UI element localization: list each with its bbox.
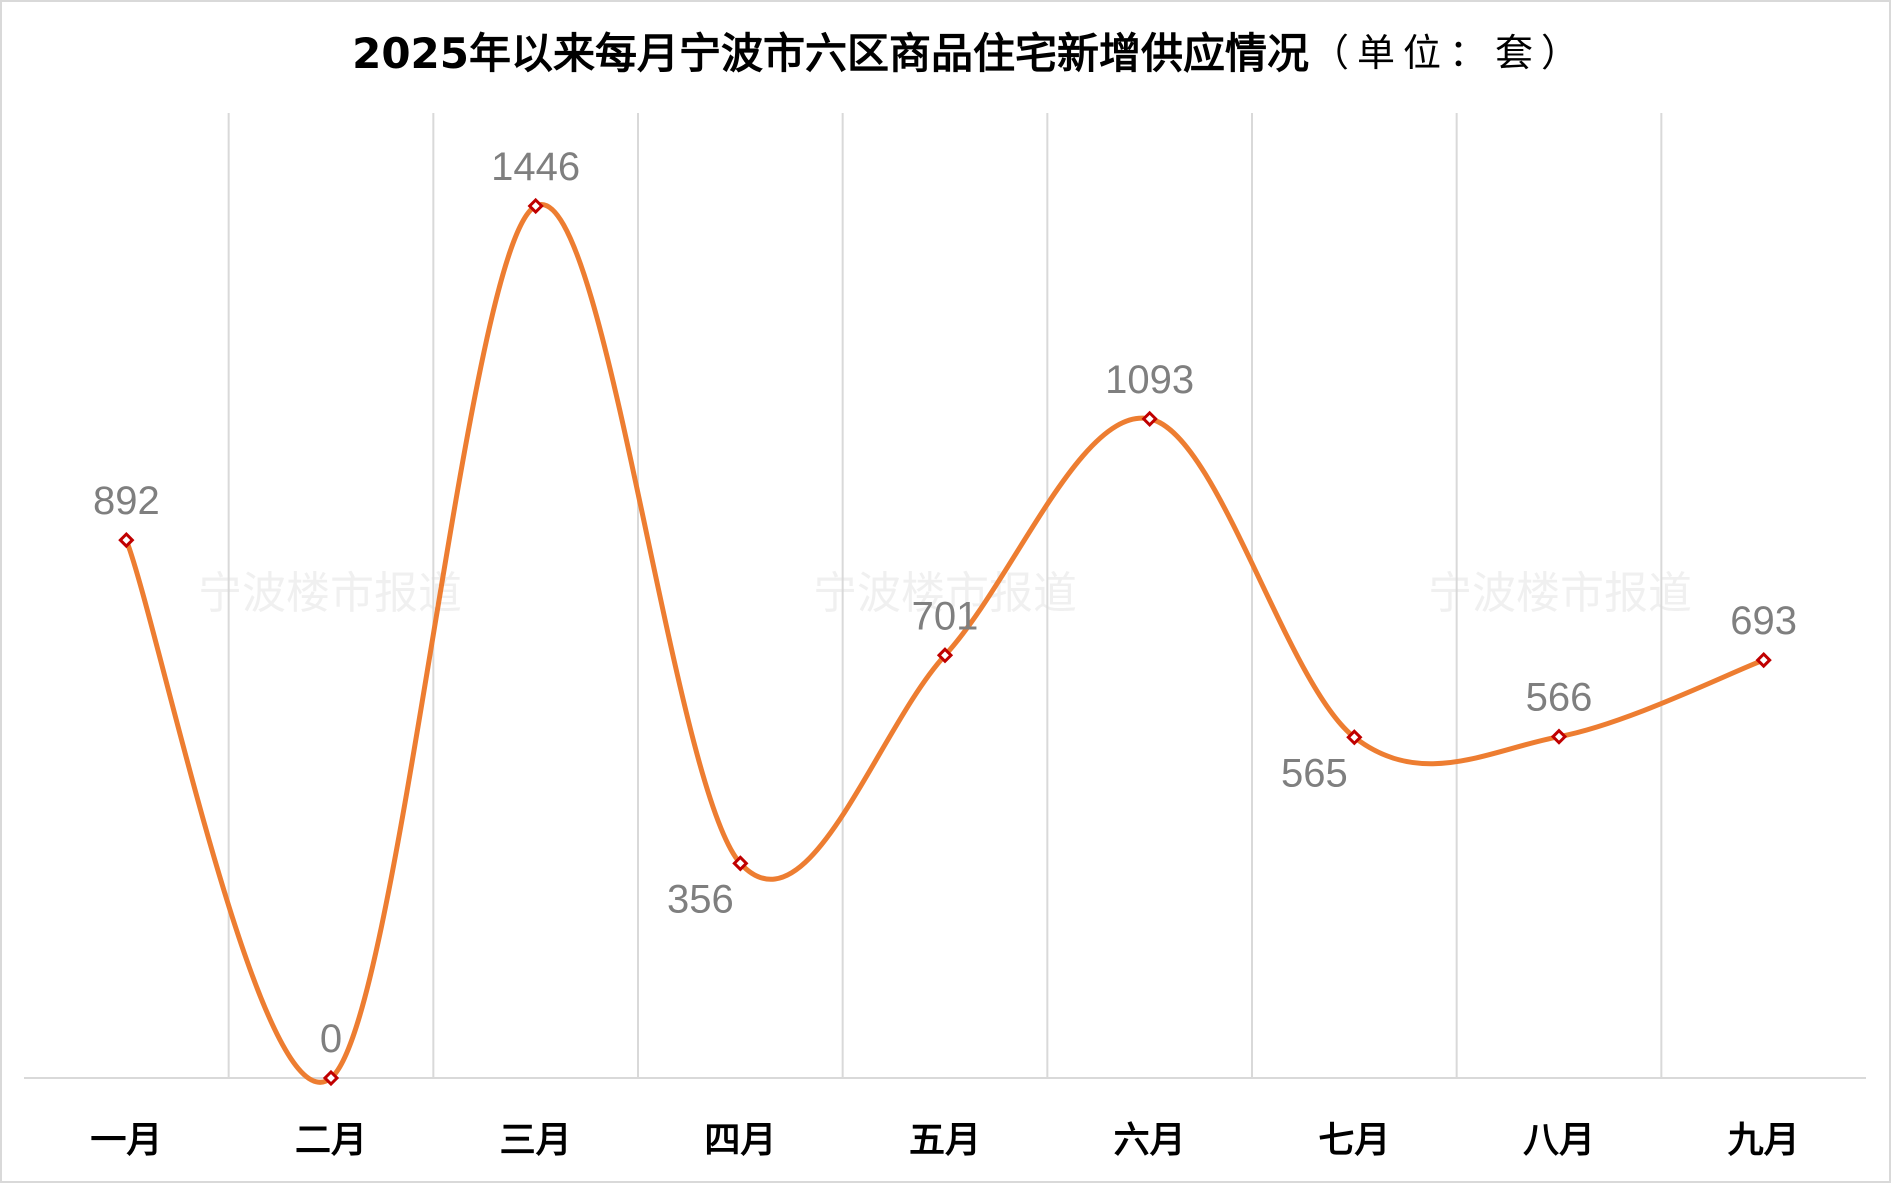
data-point-marker — [1141, 410, 1158, 427]
data-point-marker — [732, 855, 749, 872]
data-point-marker — [322, 1069, 340, 1087]
data-labels: 892 0 1446 356 701 1093 565 566 693 — [93, 145, 1797, 1061]
x-tick-label: 九月 — [1728, 1120, 1800, 1161]
data-point-marker — [1346, 729, 1363, 746]
data-markers — [118, 197, 1772, 1087]
watermark-text: 宁波楼市报道 — [813, 568, 1077, 619]
data-label: 1446 — [491, 145, 580, 189]
x-tick-label: 八月 — [1523, 1120, 1595, 1161]
gridlines — [227, 113, 1663, 1078]
data-label: 565 — [1281, 751, 1348, 795]
x-axis-tick-labels: 一月 二月 三月 四月 五月 六月 七月 八月 九月 — [90, 1120, 1799, 1161]
data-point-marker — [527, 197, 544, 215]
data-label: 356 — [667, 877, 734, 921]
chart-title: 2025年以来每月宁波市六区商品住宅新增供应情况 — [352, 29, 1309, 78]
watermark-text: 宁波楼市报道 — [1428, 568, 1692, 619]
x-tick-label: 一月 — [90, 1120, 162, 1161]
x-tick-label: 二月 — [295, 1120, 367, 1161]
x-tick-label: 四月 — [704, 1120, 776, 1161]
data-label: 566 — [1526, 676, 1593, 720]
chart-unit-note: （单位：套） — [1311, 31, 1587, 75]
data-label: 0 — [320, 1017, 342, 1061]
x-tick-label: 六月 — [1114, 1120, 1186, 1161]
data-point-marker — [1755, 651, 1772, 669]
watermark-group: 宁波楼市报道 宁波楼市报道 宁波楼市报道 — [198, 568, 1692, 619]
x-tick-label: 三月 — [500, 1120, 572, 1161]
series-line — [123, 202, 1767, 1085]
x-tick-label: 七月 — [1318, 1120, 1390, 1161]
data-point-marker — [936, 647, 954, 664]
data-label: 892 — [93, 479, 160, 523]
data-point-marker — [118, 531, 135, 549]
data-label: 1093 — [1105, 358, 1194, 402]
data-label: 701 — [912, 594, 979, 638]
data-label: 693 — [1730, 599, 1797, 643]
watermark-text: 宁波楼市报道 — [198, 568, 462, 619]
data-point-marker — [1550, 728, 1568, 745]
x-tick-label: 五月 — [909, 1120, 981, 1161]
